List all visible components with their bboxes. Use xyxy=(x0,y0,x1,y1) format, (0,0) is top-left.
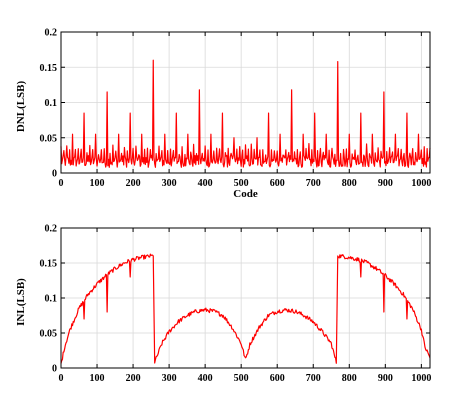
y-tick-label: 0.2 xyxy=(45,224,58,235)
x-tick-label: 200 xyxy=(126,373,141,384)
x-tick-label: 300 xyxy=(162,178,177,189)
y-tick-label: 0.1 xyxy=(45,98,58,109)
x-tick-label: 800 xyxy=(342,373,357,384)
x-tick-label: 500 xyxy=(234,373,249,384)
x-tick-label: 600 xyxy=(270,373,285,384)
y-tick-label: 0.2 xyxy=(45,28,58,39)
dnl-chart: 0 100 200 300 400 500 600 700 800 900 1000 0 0.05 0.1… xyxy=(15,28,431,201)
data-series-line xyxy=(60,253,431,364)
x-tick-label: 600 xyxy=(270,178,285,189)
x-tick-label: 400 xyxy=(198,373,213,384)
y-tick-label: 0.1 xyxy=(45,294,58,305)
y-tick-label: 0 xyxy=(52,169,57,180)
x-axis-label: Code xyxy=(233,188,258,200)
y-axis-label: DNL(LSB) xyxy=(15,80,27,132)
y-tick-label: 0.05 xyxy=(40,329,58,340)
y-tick-label: 0 xyxy=(52,364,57,375)
x-tick-label: 700 xyxy=(306,178,321,189)
y-tick-label: 0.05 xyxy=(40,133,58,144)
x-tick-label: 800 xyxy=(342,178,357,189)
x-tick-label: 100 xyxy=(90,373,105,384)
x-tick-label: 700 xyxy=(306,373,321,384)
x-tick-label: 0 xyxy=(59,178,64,189)
x-tick-label: 1000 xyxy=(411,373,431,384)
x-tick-label: 900 xyxy=(378,373,393,384)
x-tick-label: 300 xyxy=(162,373,177,384)
y-axis-label: INL(LSB) xyxy=(15,278,27,326)
x-tick-label: 200 xyxy=(126,178,141,189)
x-tick-label: 400 xyxy=(198,178,213,189)
inl-chart: 0 100 200 300 400 500 600 700 800 900 1000 0 0.05 0.1… xyxy=(15,224,431,385)
x-tick-label: 1000 xyxy=(411,178,431,189)
x-tick-label: 500 xyxy=(234,178,249,189)
y-tick-label: 0.15 xyxy=(40,259,58,270)
x-tick-label: 100 xyxy=(90,178,105,189)
data-series-line xyxy=(60,59,431,168)
y-tick-label: 0.15 xyxy=(40,63,58,74)
x-tick-label: 0 xyxy=(59,373,64,384)
x-tick-label: 900 xyxy=(378,178,393,189)
